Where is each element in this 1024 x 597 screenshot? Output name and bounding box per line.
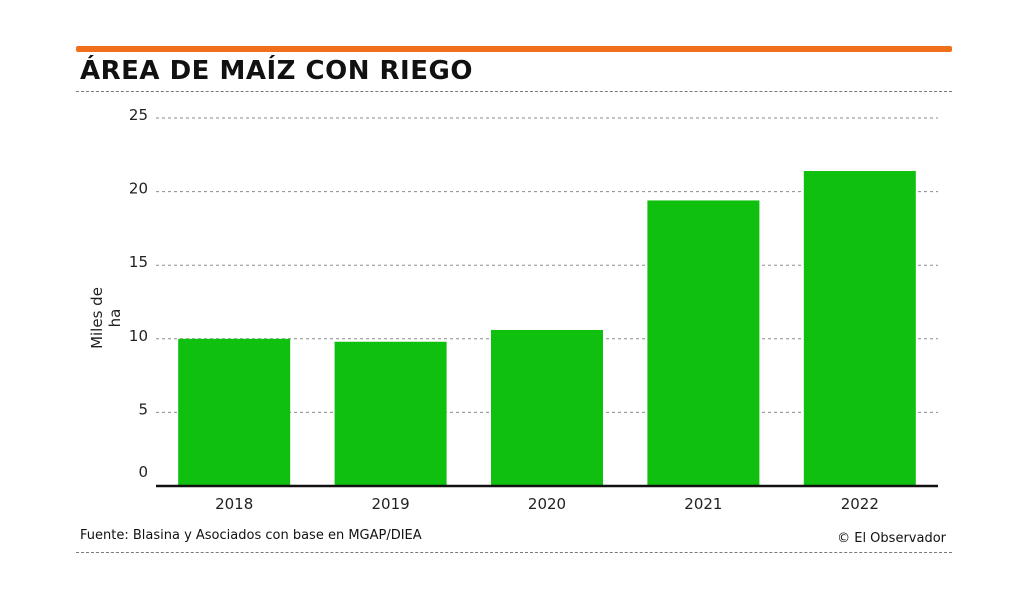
y-axis-label: Miles de ha xyxy=(88,287,124,349)
x-tick-labels: 2018 2019 2020 2021 2022 xyxy=(215,495,879,513)
source-note: Fuente: Blasina y Asociados con base en … xyxy=(80,528,422,543)
bars xyxy=(178,170,916,486)
x-tick-label: 2018 xyxy=(215,495,253,513)
bar-2022 xyxy=(803,170,916,486)
x-tick-label: 2022 xyxy=(841,495,879,513)
footer-divider xyxy=(76,552,952,553)
y-tick-labels: 0 5 10 15 20 25 xyxy=(129,106,148,481)
bar-2021 xyxy=(647,200,760,486)
bar-2018 xyxy=(178,338,291,486)
y-tick-label: 10 xyxy=(129,327,148,345)
x-tick-label: 2021 xyxy=(684,495,722,513)
title-divider xyxy=(76,91,952,92)
page-title: ÁREA DE MAÍZ CON RIEGO xyxy=(80,56,473,86)
x-tick-label: 2019 xyxy=(372,495,410,513)
y-tick-label: 0 xyxy=(138,463,148,481)
y-tick-label: 20 xyxy=(129,180,148,198)
y-tick-label: 25 xyxy=(129,106,148,124)
bar-2020 xyxy=(491,329,603,486)
y-tick-label: 5 xyxy=(138,400,148,418)
y-tick-label: 15 xyxy=(129,253,148,271)
credit-note: © El Observador xyxy=(837,531,946,546)
bar-2019 xyxy=(334,341,447,486)
x-tick-label: 2020 xyxy=(528,495,566,513)
accent-top-rule xyxy=(76,46,952,52)
